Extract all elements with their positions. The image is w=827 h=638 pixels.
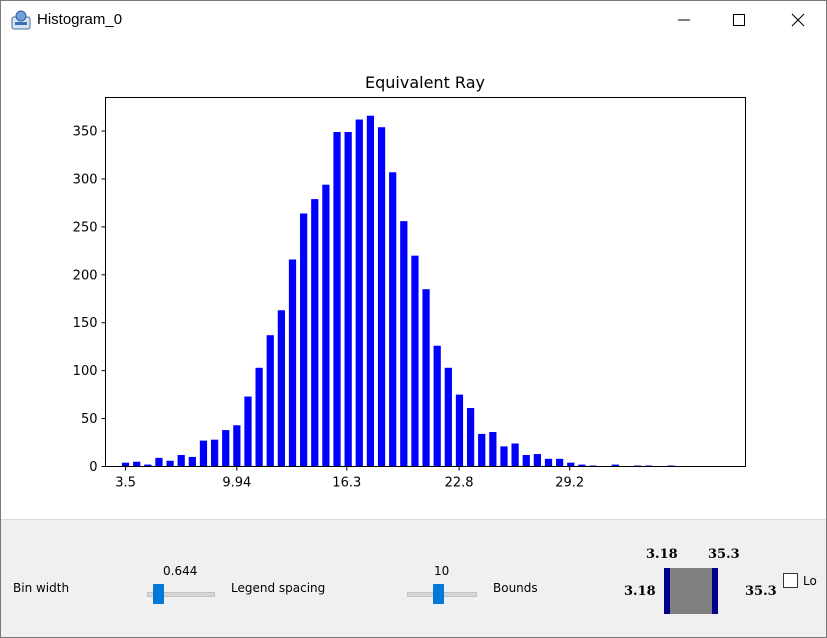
histogram-bar bbox=[255, 367, 263, 467]
histogram-bar bbox=[300, 213, 308, 467]
log-checkbox-label: Lo bbox=[803, 574, 817, 588]
y-tick-label: 300 bbox=[73, 172, 98, 187]
x-tick-label: 16.3 bbox=[332, 476, 361, 491]
histogram-bar bbox=[233, 425, 241, 467]
histogram-bar bbox=[556, 458, 564, 467]
bin-width-value: 0.644 bbox=[163, 564, 198, 578]
minimize-icon bbox=[678, 19, 690, 21]
histogram-bar bbox=[533, 454, 541, 467]
histogram-bar bbox=[166, 460, 174, 467]
histogram-bar bbox=[389, 172, 397, 467]
histogram-bar bbox=[500, 446, 508, 467]
histogram-bar bbox=[544, 458, 553, 467]
bounds-high-right: 35.3 bbox=[745, 584, 777, 599]
legend-spacing-slider-thumb[interactable] bbox=[432, 584, 444, 604]
y-tick-label: 0 bbox=[89, 460, 97, 475]
histogram-bar bbox=[199, 440, 208, 467]
histogram-bar bbox=[466, 408, 475, 467]
bin-width-slider-track[interactable] bbox=[147, 592, 215, 597]
histogram-bar bbox=[311, 199, 319, 467]
histogram-bar bbox=[422, 289, 430, 467]
histogram-bar bbox=[355, 119, 363, 467]
maximize-icon bbox=[733, 14, 745, 26]
histogram-bar bbox=[333, 132, 341, 467]
y-axis: 0 50 100 150 200 250 300 350 bbox=[73, 125, 106, 475]
y-tick-label: 50 bbox=[81, 412, 98, 427]
histogram-bar bbox=[377, 127, 386, 467]
histogram-bar bbox=[177, 454, 185, 467]
y-tick-label: 100 bbox=[73, 364, 98, 379]
histogram-bar bbox=[288, 259, 297, 467]
y-tick-label: 250 bbox=[73, 220, 98, 235]
bounds-high-top: 35.3 bbox=[708, 547, 740, 562]
legend-spacing-label: Legend spacing bbox=[231, 581, 326, 595]
x-tick-label: 29.2 bbox=[555, 476, 584, 491]
bounds-low-handle[interactable] bbox=[664, 568, 670, 614]
histogram-bar bbox=[511, 443, 519, 467]
histogram-bar bbox=[210, 439, 219, 467]
histogram-bar bbox=[244, 396, 252, 467]
app-icon bbox=[11, 10, 31, 30]
bin-width-label: Bin width bbox=[13, 581, 70, 595]
histogram-bar bbox=[144, 464, 152, 467]
histogram-bar bbox=[155, 457, 163, 467]
plot-frame bbox=[105, 97, 746, 467]
plot-area: Equivalent Ray 0 50 100 150 200 250 300 350 3.5… bbox=[1, 39, 826, 519]
histogram-bar bbox=[266, 335, 274, 467]
histogram-bar bbox=[121, 462, 130, 467]
close-button[interactable] bbox=[770, 1, 826, 39]
histogram-bar bbox=[188, 456, 196, 467]
bars-group bbox=[121, 115, 675, 467]
histogram-bar bbox=[344, 132, 352, 467]
log-checkbox[interactable] bbox=[783, 573, 798, 588]
histogram-bar bbox=[277, 310, 285, 467]
histogram-bar bbox=[400, 221, 408, 467]
y-tick-label: 150 bbox=[73, 316, 98, 331]
x-tick-label: 3.5 bbox=[115, 476, 136, 491]
minimize-button[interactable] bbox=[656, 1, 712, 39]
histogram-bar bbox=[455, 394, 464, 467]
histogram-bar bbox=[433, 345, 441, 467]
bounds-label: Bounds bbox=[493, 581, 538, 595]
maximize-button[interactable] bbox=[711, 1, 767, 39]
histogram-bar bbox=[411, 255, 419, 467]
x-tick-label: 9.94 bbox=[222, 476, 251, 491]
bounds-low-left: 3.18 bbox=[624, 584, 656, 599]
histogram-bar bbox=[322, 184, 330, 467]
bounds-low-top: 3.18 bbox=[646, 547, 678, 562]
histogram-bar bbox=[489, 431, 497, 467]
histogram-bar bbox=[222, 430, 230, 467]
histogram-bar bbox=[444, 367, 452, 467]
histogram-bar bbox=[478, 433, 486, 467]
window-title: Histogram_0 bbox=[37, 11, 123, 28]
histogram-bar bbox=[578, 464, 586, 467]
legend-spacing-value: 10 bbox=[434, 564, 450, 578]
bin-width-slider-thumb[interactable] bbox=[152, 584, 164, 604]
y-tick-label: 350 bbox=[73, 125, 98, 140]
chart-title: Equivalent Ray bbox=[365, 73, 485, 92]
bounds-high-handle[interactable] bbox=[712, 568, 718, 614]
histogram-chart: Equivalent Ray 0 50 100 150 200 250 300 350 3.5… bbox=[73, 73, 746, 491]
histogram-bar bbox=[567, 462, 575, 467]
bounds-range-slider[interactable] bbox=[664, 568, 718, 614]
histogram-bar bbox=[522, 454, 530, 467]
histogram-bar bbox=[133, 461, 141, 467]
title-bar[interactable]: Histogram_0 bbox=[1, 1, 826, 39]
y-tick-label: 200 bbox=[73, 268, 98, 283]
close-icon bbox=[791, 13, 805, 27]
histogram-bar bbox=[611, 464, 619, 467]
histogram-bar bbox=[366, 115, 375, 467]
x-axis: 3.5 9.94 16.3 22.8 29.2 bbox=[115, 466, 584, 491]
x-tick-label: 22.8 bbox=[445, 476, 474, 491]
